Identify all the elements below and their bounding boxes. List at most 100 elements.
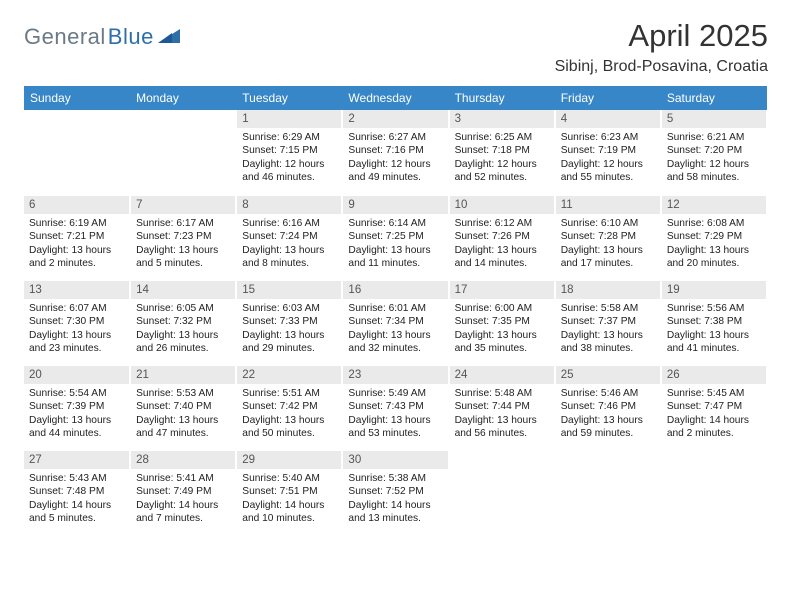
day-number: 1 <box>237 110 341 128</box>
sunrise-text: Sunrise: 6:00 AM <box>455 302 549 315</box>
calendar-cell: 24Sunrise: 5:48 AMSunset: 7:44 PMDayligh… <box>449 365 555 450</box>
day-body: Sunrise: 6:23 AMSunset: 7:19 PMDaylight:… <box>556 128 660 189</box>
month-title: April 2025 <box>555 18 768 54</box>
sunset-text: Sunset: 7:20 PM <box>667 144 761 157</box>
day-body: Sunrise: 5:40 AMSunset: 7:51 PMDaylight:… <box>237 469 341 530</box>
calendar-cell: 9Sunrise: 6:14 AMSunset: 7:25 PMDaylight… <box>342 195 448 280</box>
day-body: Sunrise: 6:16 AMSunset: 7:24 PMDaylight:… <box>237 214 341 275</box>
calendar-cell <box>555 450 661 535</box>
sunrise-text: Sunrise: 5:58 AM <box>561 302 655 315</box>
sunset-text: Sunset: 7:30 PM <box>29 315 124 328</box>
day-number: 5 <box>662 110 766 128</box>
daylight-text: Daylight: 13 hours and 14 minutes. <box>455 244 549 271</box>
day-number: 9 <box>343 196 447 214</box>
sunrise-text: Sunrise: 5:53 AM <box>136 387 230 400</box>
day-number: 3 <box>450 110 554 128</box>
calendar-cell: 18Sunrise: 5:58 AMSunset: 7:37 PMDayligh… <box>555 280 661 365</box>
sunset-text: Sunset: 7:52 PM <box>348 485 442 498</box>
sunset-text: Sunset: 7:24 PM <box>242 230 336 243</box>
sunset-text: Sunset: 7:46 PM <box>561 400 655 413</box>
day-number: 25 <box>556 366 660 384</box>
daylight-text: Daylight: 12 hours and 52 minutes. <box>455 158 549 185</box>
day-number: 16 <box>343 281 447 299</box>
day-body: Sunrise: 6:08 AMSunset: 7:29 PMDaylight:… <box>662 214 766 275</box>
sunrise-text: Sunrise: 6:05 AM <box>136 302 230 315</box>
daylight-text: Daylight: 12 hours and 46 minutes. <box>242 158 336 185</box>
sunset-text: Sunset: 7:40 PM <box>136 400 230 413</box>
day-body: Sunrise: 5:43 AMSunset: 7:48 PMDaylight:… <box>24 469 129 530</box>
sunrise-text: Sunrise: 6:07 AM <box>29 302 124 315</box>
day-number: 2 <box>343 110 447 128</box>
day-number: 8 <box>237 196 341 214</box>
daylight-text: Daylight: 14 hours and 7 minutes. <box>136 499 230 526</box>
calendar-page: GeneralBlue April 2025 Sibinj, Brod-Posa… <box>0 0 792 554</box>
sunset-text: Sunset: 7:15 PM <box>242 144 336 157</box>
logo-text-general: General <box>24 24 106 50</box>
day-body: Sunrise: 5:49 AMSunset: 7:43 PMDaylight:… <box>343 384 447 445</box>
weekday-header: Monday <box>130 86 236 110</box>
day-body: Sunrise: 5:48 AMSunset: 7:44 PMDaylight:… <box>450 384 554 445</box>
calendar-cell: 1Sunrise: 6:29 AMSunset: 7:15 PMDaylight… <box>236 110 342 195</box>
sunrise-text: Sunrise: 6:03 AM <box>242 302 336 315</box>
sunset-text: Sunset: 7:29 PM <box>667 230 761 243</box>
daylight-text: Daylight: 13 hours and 41 minutes. <box>667 329 761 356</box>
daylight-text: Daylight: 14 hours and 13 minutes. <box>348 499 442 526</box>
sunrise-text: Sunrise: 6:23 AM <box>561 131 655 144</box>
calendar-cell: 11Sunrise: 6:10 AMSunset: 7:28 PMDayligh… <box>555 195 661 280</box>
calendar-cell: 29Sunrise: 5:40 AMSunset: 7:51 PMDayligh… <box>236 450 342 535</box>
calendar-cell: 28Sunrise: 5:41 AMSunset: 7:49 PMDayligh… <box>130 450 236 535</box>
day-body: Sunrise: 5:56 AMSunset: 7:38 PMDaylight:… <box>662 299 766 360</box>
daylight-text: Daylight: 13 hours and 5 minutes. <box>136 244 230 271</box>
calendar-cell: 8Sunrise: 6:16 AMSunset: 7:24 PMDaylight… <box>236 195 342 280</box>
sunrise-text: Sunrise: 6:21 AM <box>667 131 761 144</box>
day-body: Sunrise: 5:58 AMSunset: 7:37 PMDaylight:… <box>556 299 660 360</box>
daylight-text: Daylight: 13 hours and 35 minutes. <box>455 329 549 356</box>
day-body: Sunrise: 5:53 AMSunset: 7:40 PMDaylight:… <box>131 384 235 445</box>
daylight-text: Daylight: 13 hours and 38 minutes. <box>561 329 655 356</box>
weekday-header: Sunday <box>24 86 130 110</box>
sunset-text: Sunset: 7:21 PM <box>29 230 124 243</box>
day-body: Sunrise: 6:10 AMSunset: 7:28 PMDaylight:… <box>556 214 660 275</box>
day-body: Sunrise: 6:03 AMSunset: 7:33 PMDaylight:… <box>237 299 341 360</box>
sunrise-text: Sunrise: 5:54 AM <box>29 387 124 400</box>
daylight-text: Daylight: 13 hours and 44 minutes. <box>29 414 124 441</box>
sunrise-text: Sunrise: 6:08 AM <box>667 217 761 230</box>
day-body: Sunrise: 5:45 AMSunset: 7:47 PMDaylight:… <box>662 384 766 445</box>
day-number: 11 <box>556 196 660 214</box>
weekday-header: Thursday <box>449 86 555 110</box>
calendar-cell: 21Sunrise: 5:53 AMSunset: 7:40 PMDayligh… <box>130 365 236 450</box>
sunrise-text: Sunrise: 6:17 AM <box>136 217 230 230</box>
sunset-text: Sunset: 7:43 PM <box>348 400 442 413</box>
sunrise-text: Sunrise: 5:43 AM <box>29 472 124 485</box>
day-number: 10 <box>450 196 554 214</box>
calendar-body: 1Sunrise: 6:29 AMSunset: 7:15 PMDaylight… <box>24 110 767 535</box>
day-number: 22 <box>237 366 341 384</box>
sunset-text: Sunset: 7:33 PM <box>242 315 336 328</box>
title-block: April 2025 Sibinj, Brod-Posavina, Croati… <box>555 18 768 76</box>
calendar-cell <box>661 450 767 535</box>
sunset-text: Sunset: 7:32 PM <box>136 315 230 328</box>
day-number: 28 <box>131 451 235 469</box>
day-body: Sunrise: 5:46 AMSunset: 7:46 PMDaylight:… <box>556 384 660 445</box>
daylight-text: Daylight: 13 hours and 11 minutes. <box>348 244 442 271</box>
day-body: Sunrise: 5:41 AMSunset: 7:49 PMDaylight:… <box>131 469 235 530</box>
calendar-row: 6Sunrise: 6:19 AMSunset: 7:21 PMDaylight… <box>24 195 767 280</box>
daylight-text: Daylight: 13 hours and 17 minutes. <box>561 244 655 271</box>
day-body: Sunrise: 6:01 AMSunset: 7:34 PMDaylight:… <box>343 299 447 360</box>
sunrise-text: Sunrise: 5:48 AM <box>455 387 549 400</box>
daylight-text: Daylight: 13 hours and 26 minutes. <box>136 329 230 356</box>
daylight-text: Daylight: 13 hours and 8 minutes. <box>242 244 336 271</box>
sunrise-text: Sunrise: 6:19 AM <box>29 217 124 230</box>
sunset-text: Sunset: 7:16 PM <box>348 144 442 157</box>
daylight-text: Daylight: 12 hours and 55 minutes. <box>561 158 655 185</box>
calendar-cell: 4Sunrise: 6:23 AMSunset: 7:19 PMDaylight… <box>555 110 661 195</box>
day-body: Sunrise: 6:07 AMSunset: 7:30 PMDaylight:… <box>24 299 129 360</box>
weekday-header: Wednesday <box>342 86 448 110</box>
sunrise-text: Sunrise: 6:14 AM <box>348 217 442 230</box>
calendar-cell: 16Sunrise: 6:01 AMSunset: 7:34 PMDayligh… <box>342 280 448 365</box>
sunset-text: Sunset: 7:47 PM <box>667 400 761 413</box>
sunrise-text: Sunrise: 5:49 AM <box>348 387 442 400</box>
calendar-cell: 7Sunrise: 6:17 AMSunset: 7:23 PMDaylight… <box>130 195 236 280</box>
calendar-row: 1Sunrise: 6:29 AMSunset: 7:15 PMDaylight… <box>24 110 767 195</box>
daylight-text: Daylight: 12 hours and 58 minutes. <box>667 158 761 185</box>
